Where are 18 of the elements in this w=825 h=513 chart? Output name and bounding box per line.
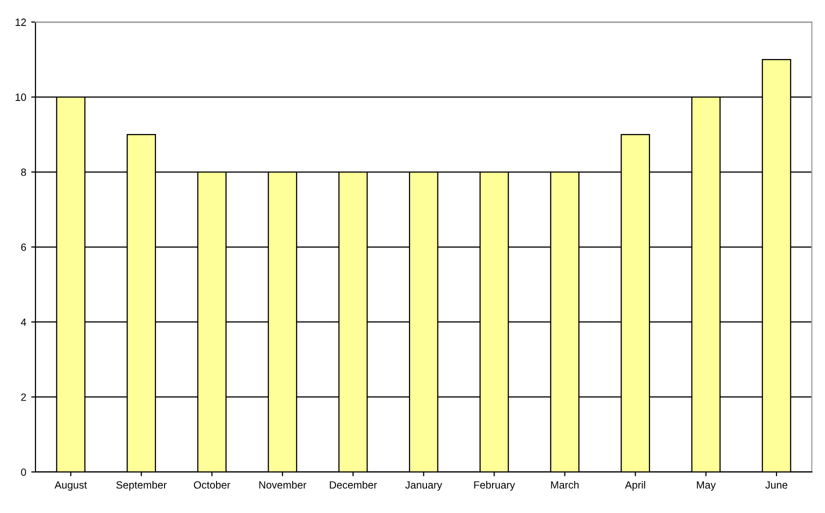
x-tick-label: January — [405, 481, 442, 491]
x-tick-label: November — [259, 480, 306, 489]
x-tick-label: April — [624, 480, 646, 491]
y-tick-label: 8 — [21, 168, 26, 176]
x-tick-label: September — [116, 480, 167, 491]
x-tick-label: August — [54, 481, 87, 491]
y-tick-label: 0 — [21, 468, 26, 476]
x-tick-label: May — [696, 481, 716, 491]
y-tick-label: 12 — [16, 18, 26, 26]
y-tick-label: 4 — [20, 318, 26, 326]
x-tick-label: March — [551, 480, 579, 489]
y-tick-label: 10 — [16, 94, 26, 101]
y-tick-label: 6 — [21, 244, 26, 251]
x-tick-label: June — [765, 481, 788, 489]
x-tick-label: December — [330, 480, 377, 489]
y-tick-label: 2 — [21, 393, 26, 401]
x-tick-label: October — [194, 480, 230, 489]
x-tick-label: February — [474, 480, 516, 491]
